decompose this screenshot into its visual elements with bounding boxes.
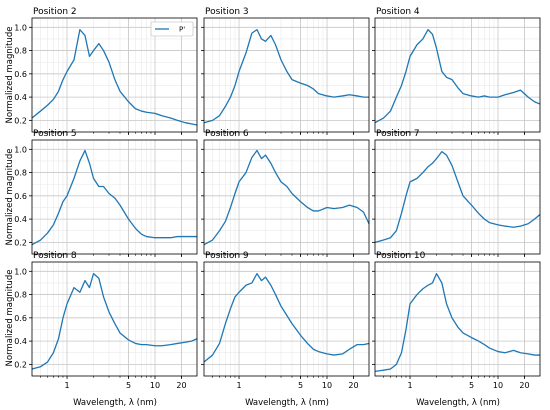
plot-frame bbox=[374, 17, 541, 133]
panel-title: Position 2 bbox=[33, 7, 77, 17]
y-axis-label: Normalized magnitude bbox=[5, 270, 15, 367]
panel-title: Position 9 bbox=[205, 251, 249, 261]
series-line bbox=[374, 150, 541, 243]
panels-grid: Position 2 0.2 0.4 0.6 0.8 1.0 P' Position 3 Pos… bbox=[14, 7, 541, 390]
series-line bbox=[31, 149, 197, 246]
y-axis-label: Normalized magnitude bbox=[5, 149, 15, 246]
x-tick-label: 10 bbox=[322, 381, 332, 390]
x-tick-label: 5 bbox=[298, 381, 303, 390]
panel-title: Position 10 bbox=[376, 251, 426, 261]
series-line bbox=[203, 28, 369, 124]
x-tick-label: 1 bbox=[236, 381, 241, 390]
plot-frame bbox=[31, 261, 198, 377]
plot-frame bbox=[31, 17, 198, 133]
x-tick-label: 5 bbox=[126, 381, 131, 390]
y-axis-label: Normalized magnitude bbox=[5, 27, 15, 124]
series-line bbox=[374, 28, 541, 124]
panel-5: Position 6 bbox=[201, 129, 370, 257]
legend-box bbox=[150, 21, 194, 37]
panel-6: Position 7 bbox=[372, 129, 541, 257]
plot-frame bbox=[31, 139, 198, 255]
plot-frame bbox=[374, 139, 541, 255]
series-line bbox=[31, 28, 198, 126]
panel-title: Position 8 bbox=[33, 251, 77, 261]
y-tick-label: 0.4 bbox=[14, 337, 27, 346]
series-line bbox=[203, 272, 370, 363]
series-line bbox=[31, 272, 198, 370]
x-tick-label: 5 bbox=[469, 381, 474, 390]
y-tick-label: 0.2 bbox=[14, 238, 27, 247]
panel-3: Position 4 bbox=[372, 7, 541, 135]
y-tick-label: 0.6 bbox=[14, 314, 27, 323]
x-tick-label: 1 bbox=[64, 381, 69, 390]
panel-7: Position 8 0.2 0.4 0.6 0.8 1.0 1 5 10 20 bbox=[14, 251, 198, 390]
series-line bbox=[374, 272, 540, 372]
x-tick-label: 20 bbox=[519, 381, 529, 390]
x-tick-label: 1 bbox=[407, 381, 412, 390]
legend: P' bbox=[150, 21, 194, 37]
y-tick-label: 0.8 bbox=[14, 47, 27, 56]
y-tick-label: 0.2 bbox=[14, 116, 27, 125]
y-tick-label: 0.8 bbox=[14, 291, 27, 300]
panel-1: Position 2 0.2 0.4 0.6 0.8 1.0 P' bbox=[14, 7, 198, 135]
panel-title: Position 3 bbox=[205, 7, 249, 17]
y-tick-label: 0.4 bbox=[14, 215, 27, 224]
x-tick-label: 10 bbox=[150, 381, 160, 390]
plot-frame bbox=[203, 139, 370, 255]
plot-frame bbox=[374, 261, 541, 377]
panel-title: Position 6 bbox=[205, 129, 249, 139]
panel-title: Position 4 bbox=[376, 7, 420, 17]
x-axis-label: Wavelength, λ (nm) bbox=[245, 398, 329, 408]
panel-title: Position 5 bbox=[33, 129, 77, 139]
y-tick-label: 1.0 bbox=[14, 23, 27, 32]
x-axis-label: Wavelength, λ (nm) bbox=[73, 398, 157, 408]
y-tick-label: 1.0 bbox=[14, 267, 27, 276]
panel-2: Position 3 bbox=[201, 7, 370, 135]
panel-9: Position 10 1 5 10 20 bbox=[372, 251, 541, 390]
plot-frame bbox=[203, 261, 370, 377]
plot-frame bbox=[203, 17, 370, 133]
x-axis-label: Wavelength, λ (nm) bbox=[416, 398, 500, 408]
y-tick-label: 0.2 bbox=[14, 360, 27, 369]
panel-title: Position 7 bbox=[376, 129, 420, 139]
legend-label: P' bbox=[179, 26, 185, 34]
x-tick-label: 20 bbox=[348, 381, 358, 390]
y-tick-label: 0.6 bbox=[14, 70, 27, 79]
y-tick-label: 0.8 bbox=[14, 169, 27, 178]
series-line bbox=[203, 149, 370, 246]
x-tick-label: 10 bbox=[493, 381, 503, 390]
panel-4: Position 5 0.2 0.4 0.6 0.8 1.0 bbox=[14, 129, 198, 257]
y-tick-label: 1.0 bbox=[14, 145, 27, 154]
x-tick-label: 20 bbox=[176, 381, 186, 390]
y-tick-label: 0.6 bbox=[14, 192, 27, 201]
panel-8: Position 9 1 5 10 20 bbox=[201, 251, 370, 390]
y-tick-label: 0.4 bbox=[14, 93, 27, 102]
